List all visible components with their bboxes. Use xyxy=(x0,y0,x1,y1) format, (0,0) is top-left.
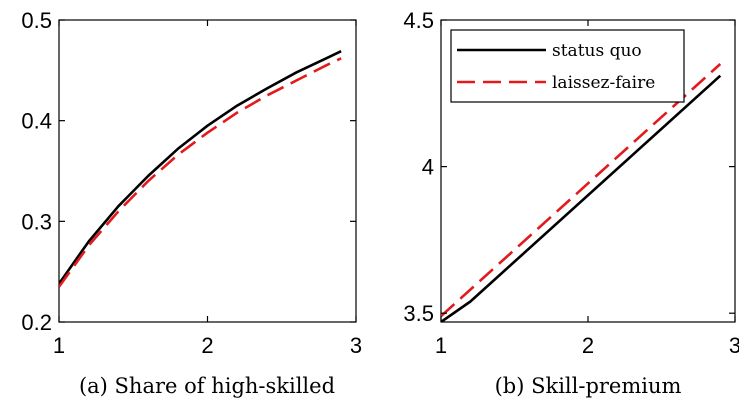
y-tick-label: 4.5 xyxy=(403,8,434,33)
x-tick-label: 3 xyxy=(350,333,362,358)
series-line-laissez-faire xyxy=(59,57,342,288)
legend: status quo laissez-faire xyxy=(450,29,685,103)
y-tick-label: 0.5 xyxy=(21,8,52,33)
y-tick-label: 0.4 xyxy=(21,109,52,134)
y-tick-label: 0.3 xyxy=(21,209,52,234)
x-tick-label: 2 xyxy=(201,333,213,358)
x-tick-label: 1 xyxy=(53,333,65,358)
legend-box xyxy=(450,29,685,103)
y-tick-label: 0.2 xyxy=(21,310,52,335)
panel-caption: (b) Skill-premium xyxy=(495,374,682,398)
y-tick-label: 3.5 xyxy=(403,301,434,326)
x-tick-label: 3 xyxy=(729,333,739,358)
panel-b: 1 2 3 3.5 4 4.5 (b) Skill-premium status quo lai… xyxy=(403,8,739,398)
legend-label-laissez-faire: laissez-faire xyxy=(552,73,655,93)
series-line-laissez-faire xyxy=(441,63,722,318)
panel-a: 1 2 3 0.2 0.3 0.4 0.5 (a) Share of high-skilled xyxy=(21,8,362,398)
series-line-status-quo xyxy=(441,74,722,322)
x-tick-label: 2 xyxy=(582,333,594,358)
series-group xyxy=(59,50,342,288)
y-tick-label: 4 xyxy=(422,155,434,180)
series-line-status-quo xyxy=(59,50,342,285)
panel-caption: (a) Share of high-skilled xyxy=(79,374,335,398)
series-group xyxy=(441,63,722,322)
x-tick-label: 1 xyxy=(435,333,447,358)
legend-label-status-quo: status quo xyxy=(552,41,642,61)
